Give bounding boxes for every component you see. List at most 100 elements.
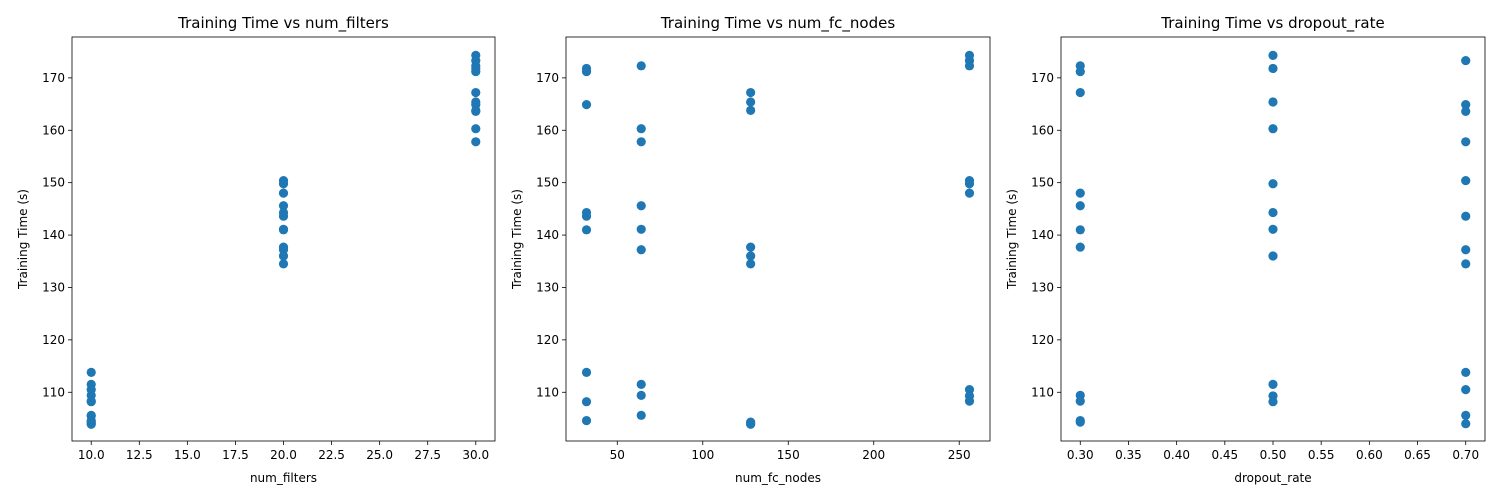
data-point — [1075, 188, 1085, 198]
y-axis-label: Training Time (s) — [1005, 189, 1019, 290]
subplot-2: Training Time vs num_fc_nodes 50 100 150 200… — [510, 14, 991, 485]
y-tick-label: 120 — [42, 333, 65, 347]
x-tick-label: 150 — [777, 448, 800, 462]
x-axis-label: dropout_rate — [1234, 471, 1311, 485]
data-point — [278, 225, 289, 235]
x-tick-label: 0.55 — [1308, 448, 1335, 462]
plot-frame — [565, 36, 991, 442]
chart-title: Training Time vs num_fc_nodes — [660, 14, 895, 33]
data-point — [86, 367, 96, 377]
y-tick-label: 110 — [1031, 385, 1054, 399]
data-point — [581, 66, 592, 77]
data-point — [471, 106, 481, 117]
data-point — [1461, 259, 1471, 269]
data-point — [746, 87, 756, 98]
x-tick-label: 0.35 — [1115, 448, 1142, 462]
y-tick-label: 150 — [42, 176, 65, 190]
data-series — [581, 50, 975, 429]
data-point — [964, 396, 975, 406]
data-point — [471, 66, 481, 77]
data-point — [746, 105, 756, 115]
data-point — [636, 61, 646, 71]
x-tick-label: 12.5 — [126, 448, 153, 462]
data-point — [278, 188, 289, 198]
data-point — [1268, 379, 1278, 390]
data-point — [581, 225, 592, 235]
data-point — [636, 410, 646, 420]
y-tick-label: 170 — [536, 71, 559, 85]
x-tick-label: 27.5 — [414, 448, 441, 462]
data-point — [1075, 396, 1085, 406]
data-point — [1075, 87, 1085, 98]
y-tick-label: 110 — [536, 385, 559, 399]
data-point — [581, 415, 592, 426]
y-tick-label: 150 — [1031, 176, 1054, 190]
data-point — [86, 419, 96, 429]
y-tick-label: 170 — [42, 71, 65, 85]
x-tick-label: 22.5 — [318, 448, 345, 462]
data-point — [746, 97, 756, 107]
data-point — [964, 188, 975, 198]
data-point — [1461, 410, 1471, 420]
data-point — [1268, 224, 1278, 234]
data-point — [1461, 419, 1471, 429]
data-point — [278, 251, 289, 261]
plot-frame — [1060, 36, 1486, 442]
data-point — [1461, 385, 1471, 395]
data-point — [278, 179, 289, 189]
x-tick-label: 0.65 — [1404, 448, 1431, 462]
data-point — [86, 397, 96, 407]
x-axis-label: num_fc_nodes — [735, 471, 821, 485]
data-series — [86, 50, 481, 429]
x-tick-label: 15.0 — [174, 448, 201, 462]
x-tick-label: 0.45 — [1211, 448, 1238, 462]
data-point — [636, 137, 646, 147]
data-point — [581, 99, 592, 110]
data-point — [636, 224, 646, 234]
x-tick-label: 0.70 — [1452, 448, 1479, 462]
x-tick-label: 250 — [948, 448, 971, 462]
chart-title: Training Time vs dropout_rate — [1160, 14, 1384, 33]
data-point — [1075, 225, 1085, 235]
data-point — [1075, 417, 1085, 427]
y-tick-label: 160 — [1031, 123, 1054, 137]
x-tick-label: 30.0 — [462, 448, 489, 462]
data-point — [278, 245, 289, 255]
y-tick-label: 170 — [1031, 71, 1054, 85]
data-point — [471, 137, 481, 147]
x-tick-label: 0.50 — [1260, 448, 1287, 462]
data-point — [278, 211, 289, 221]
data-point — [278, 201, 289, 211]
y-tick-label: 120 — [1031, 333, 1054, 347]
data-point — [964, 61, 975, 71]
x-tick-label: 10.0 — [78, 448, 105, 462]
data-point — [1461, 55, 1471, 66]
y-tick-label: 140 — [536, 228, 559, 242]
data-point — [1268, 397, 1278, 407]
x-axis-label: num_filters — [250, 471, 317, 485]
data-point — [1268, 50, 1278, 60]
data-point — [581, 367, 592, 377]
data-point — [1461, 106, 1471, 117]
data-point — [581, 397, 592, 407]
y-tick-label: 120 — [536, 333, 559, 347]
data-point — [964, 385, 975, 395]
data-point — [1461, 99, 1471, 110]
data-point — [746, 419, 756, 429]
data-point — [1268, 207, 1278, 218]
y-tick-label: 130 — [42, 280, 65, 294]
data-point — [1461, 175, 1471, 186]
data-point — [1268, 97, 1278, 107]
data-point — [746, 259, 756, 269]
y-tick-label: 140 — [42, 228, 65, 242]
y-axis-label: Training Time (s) — [510, 189, 524, 290]
subplot-1: Training Time vs num_filters 10.0 12.5 15.0… — [16, 14, 496, 485]
y-tick-label: 160 — [42, 123, 65, 137]
data-point — [1461, 367, 1471, 377]
x-tick-label: 20.0 — [270, 448, 297, 462]
plot-frame — [71, 36, 496, 442]
x-tick-label: 200 — [862, 448, 885, 462]
y-tick-label: 110 — [42, 385, 65, 399]
data-point — [636, 390, 646, 401]
